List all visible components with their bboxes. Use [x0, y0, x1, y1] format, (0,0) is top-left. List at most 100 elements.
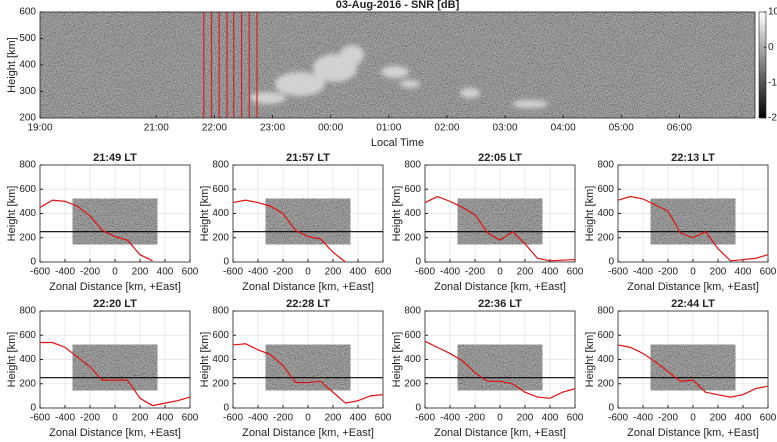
- x-axis-label: Zonal Distance [km, +East]: [627, 281, 759, 293]
- y-tick-label: 800: [19, 160, 36, 171]
- y-tick-label: 600: [404, 184, 421, 195]
- plot-frame: [424, 164, 576, 263]
- x-tick-label: 200: [517, 413, 534, 424]
- chart-title: 22:13 LT: [671, 152, 715, 164]
- chart-title: 03-Aug-2016 - SNR [dB]: [336, 0, 460, 11]
- data-line: [40, 341, 191, 407]
- y-tick-label: 600: [212, 184, 229, 195]
- y-tick-label: 400: [597, 208, 614, 219]
- chart-title: 21:49 LT: [93, 152, 137, 164]
- y-tick-label: 800: [404, 306, 421, 317]
- chart-title: 22:44 LT: [671, 298, 715, 310]
- x-tick-label: -200: [465, 267, 485, 278]
- x-tick-label: 200: [132, 413, 149, 424]
- x-axis-label: Zonal Distance [km, +East]: [242, 281, 374, 293]
- x-tick-label: -200: [658, 267, 678, 278]
- y-tick-label: 200: [19, 113, 36, 124]
- x-tick-label: 200: [325, 413, 342, 424]
- data-line: [232, 343, 384, 404]
- x-tick-label: 400: [735, 413, 752, 424]
- x-tick-label: 400: [542, 267, 559, 278]
- y-tick-label: 400: [19, 60, 36, 71]
- x-tick-label: 600: [375, 413, 392, 424]
- x-tick-label: 22:00: [202, 123, 227, 134]
- x-tick-label: -400: [55, 267, 75, 278]
- x-tick-label: 400: [350, 267, 367, 278]
- x-tick-label: -200: [80, 267, 100, 278]
- y-tick-label: 200: [19, 232, 36, 243]
- plot-frame: [232, 310, 384, 409]
- y-tick-label: 200: [212, 378, 229, 389]
- data-line: [232, 199, 346, 263]
- x-tick-label: 400: [350, 413, 367, 424]
- x-tick-label: -600: [223, 413, 243, 424]
- x-tick-label: 0: [112, 267, 118, 278]
- radar-fan: [457, 198, 543, 245]
- x-tick-label: -400: [633, 267, 653, 278]
- y-tick-label: 600: [19, 7, 36, 18]
- x-axis-label: Local Time: [371, 137, 424, 149]
- x-tick-label: 0: [690, 267, 696, 278]
- y-axis-label: Height [km]: [6, 186, 18, 242]
- x-tick-label: 0: [305, 267, 311, 278]
- x-tick-label: -600: [415, 267, 435, 278]
- x-tick-label: -200: [273, 267, 293, 278]
- y-axis-label: Height [km]: [391, 332, 403, 388]
- y-axis-label: Height [km]: [391, 186, 403, 242]
- x-tick-label: 03:00: [493, 123, 518, 134]
- y-tick-label: 200: [212, 232, 229, 243]
- x-tick-label: 0: [497, 267, 503, 278]
- data-line: [39, 199, 153, 262]
- x-tick-label: 600: [567, 413, 584, 424]
- y-axis-label: Height [km]: [6, 332, 18, 388]
- x-tick-label: -200: [273, 413, 293, 424]
- y-tick-label: 300: [19, 86, 36, 97]
- x-tick-label: -400: [248, 413, 268, 424]
- y-tick-label: 800: [597, 306, 614, 317]
- x-tick-label: -600: [30, 267, 50, 278]
- x-tick-label: 400: [157, 267, 174, 278]
- x-tick-label: 200: [517, 267, 534, 278]
- y-tick-label: 600: [597, 184, 614, 195]
- plot-frame: [39, 164, 191, 263]
- y-tick-label: 0: [30, 257, 36, 268]
- x-axis-label: Zonal Distance [km, +East]: [627, 427, 759, 439]
- echo: [460, 88, 480, 98]
- y-axis-label: Height [km]: [584, 186, 596, 242]
- plot-frame: [39, 11, 756, 119]
- chart-title: 22:20 LT: [93, 298, 137, 310]
- snr-image: [40, 12, 755, 118]
- y-axis-label: Height [km]: [6, 37, 18, 93]
- y-tick-label: 800: [404, 160, 421, 171]
- radar-fan: [650, 198, 736, 245]
- radar-fan: [457, 344, 543, 391]
- x-axis-label: Zonal Distance [km, +East]: [434, 281, 566, 293]
- y-tick-label: 800: [19, 306, 36, 317]
- y-tick-label: 800: [597, 160, 614, 171]
- y-tick-label: 0: [415, 403, 421, 414]
- colorbar-label: 0: [768, 42, 774, 53]
- y-tick-label: 400: [597, 354, 614, 365]
- x-tick-label: -600: [608, 413, 628, 424]
- x-tick-label: 05:00: [609, 123, 634, 134]
- x-tick-label: -200: [80, 413, 100, 424]
- x-tick-label: 0: [690, 413, 696, 424]
- x-tick-label: 600: [760, 267, 777, 278]
- plot-frame: [424, 310, 576, 409]
- x-tick-label: 01:00: [376, 123, 401, 134]
- echo: [400, 80, 420, 88]
- echo: [512, 100, 548, 108]
- y-tick-label: 0: [608, 403, 614, 414]
- echo-blobs: [250, 45, 548, 108]
- y-tick-label: 0: [30, 403, 36, 414]
- x-tick-label: -400: [55, 413, 75, 424]
- y-tick-label: 600: [597, 330, 614, 341]
- y-tick-label: 600: [19, 330, 36, 341]
- x-tick-label: -600: [223, 267, 243, 278]
- x-tick-label: 200: [710, 413, 727, 424]
- data-line: [424, 195, 576, 262]
- x-tick-label: 400: [542, 413, 559, 424]
- colorbar: [758, 11, 767, 119]
- radar-fan: [265, 344, 351, 391]
